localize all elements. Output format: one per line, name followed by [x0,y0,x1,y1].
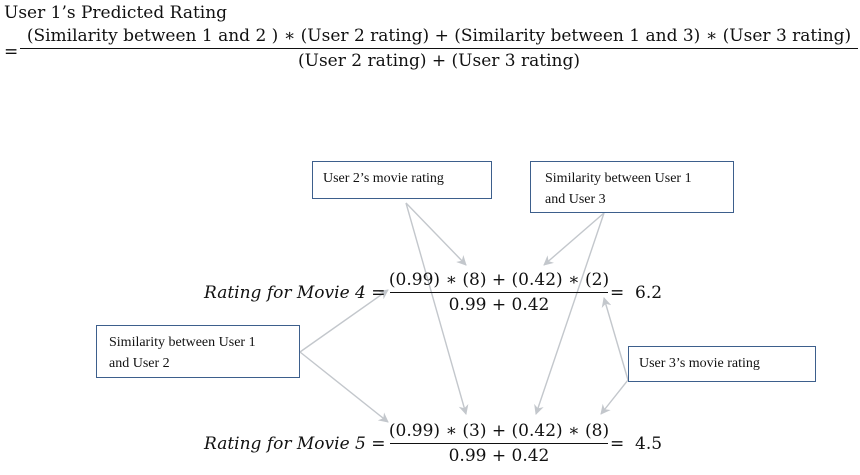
movie4-numerator: (0.99) ∗ (8) + (0.42) ∗ (2) [388,270,610,290]
callout-user3-rating: User 3’s movie rating [628,346,816,382]
callout-similarity-1-2: Similarity between User 1 and User 2 [96,325,300,378]
arrow-user3-to-m4-2 [601,297,629,381]
arrow-sim13-to-m5 [534,212,605,415]
movie5-fraction: (0.99) ∗ (3) + (0.42) ∗ (8) 0.99 + 0.42 [388,421,610,466]
movie4-fraction: (0.99) ∗ (8) + (0.42) ∗ (2) 0.99 + 0.42 [388,270,610,315]
formula-lhs: User 1’s Predicted Rating [4,3,228,23]
movie5-denominator: 0.99 + 0.42 [448,446,550,466]
general-formula-fraction: (Similarity between 1 and 2 ) ∗ (User 2 … [20,26,858,71]
movie4-lhs: Rating for Movie 4 = [204,283,386,303]
general-formula-numerator: (Similarity between 1 and 2 ) ∗ (User 2 … [26,26,852,46]
arrow-sim12-to-m5 [299,351,389,423]
movie4-denominator: 0.99 + 0.42 [448,295,550,315]
general-formula-fraction-bar [20,48,858,49]
callout-similarity-1-3: Similarity between User 1 and User 3 [530,161,734,213]
arrow-sim13-to-m4 [543,212,605,266]
general-formula-denominator: (User 2 rating) + (User 3 rating) [297,51,581,71]
movie4-fraction-bar [390,292,608,293]
movie5-numerator: (0.99) ∗ (3) + (0.42) ∗ (8) [388,421,610,441]
movie5-result: = 4.5 [610,434,663,454]
callout-user2-rating: User 2’s movie rating [312,161,492,199]
movie4-result: = 6.2 [610,283,663,303]
movie5-fraction-bar [390,443,608,444]
arrow-user2-to-m4-8 [405,202,467,266]
arrow-user3-to-m5-8 [600,379,629,415]
arrow-sim12-to-m4 [299,289,389,353]
movie5-lhs: Rating for Movie 5 = [204,434,386,454]
arrow-user2-to-m5-3 [405,202,469,415]
formula-equals: = [4,42,19,62]
